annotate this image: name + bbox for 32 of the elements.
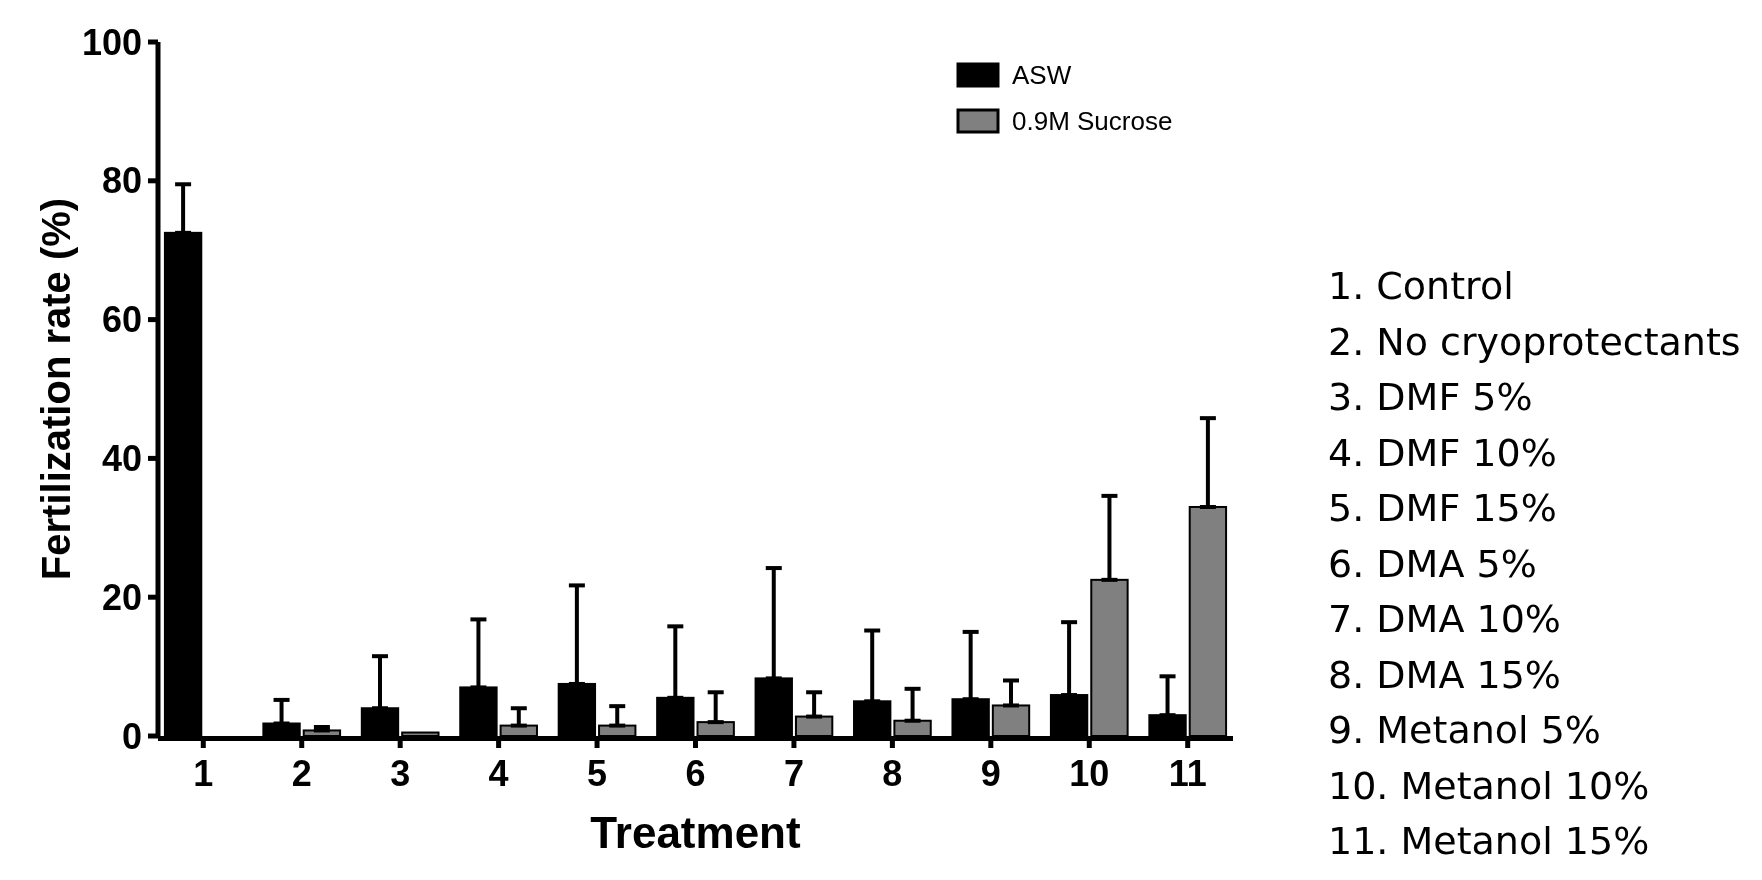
x-tick-label: 1 — [193, 753, 214, 794]
text: 3. DMF 5% — [1328, 375, 1533, 420]
text: 6. DMA 5% — [1328, 541, 1537, 586]
y-tick-label: 0 — [121, 715, 142, 757]
y-axis-title: Fertilization rate (%) — [34, 197, 78, 581]
text: 1. Control — [1328, 264, 1514, 309]
x-tick-label: 9 — [980, 753, 1001, 794]
text: 11. Metanol 15% — [1328, 819, 1650, 864]
y-tick-label: 80 — [101, 160, 142, 202]
x-tick-label: 7 — [783, 753, 804, 794]
text: 2. No cryoprotectants — [1328, 319, 1741, 364]
y-tick-label: 40 — [101, 438, 142, 479]
x-tick-label: 2 — [291, 753, 312, 794]
legend-label: ASW — [1012, 60, 1072, 91]
x-tick-label: 6 — [685, 753, 706, 794]
x-tick-label: 4 — [488, 753, 509, 794]
y-tick-label: 100 — [81, 21, 142, 63]
x-tick-label: 3 — [390, 753, 411, 794]
text: 5. DMF 15% — [1328, 486, 1557, 531]
x-tick-label: 5 — [587, 753, 608, 794]
x-tick-label: 8 — [882, 753, 903, 794]
x-axis-title: Treatment — [590, 808, 801, 857]
y-tick-label: 60 — [101, 299, 142, 341]
text: 7. DMA 10% — [1328, 597, 1561, 642]
y-tick-label: 20 — [101, 576, 142, 618]
x-tick-label: 10 — [1069, 753, 1110, 794]
text: 9. Metanol 5% — [1328, 708, 1601, 753]
text: 8. DMA 15% — [1328, 652, 1561, 697]
x-tick-label: 11 — [1168, 753, 1207, 794]
text: 10. Metanol 10% — [1328, 763, 1650, 808]
legend-label: 0.9M Sucrose — [1012, 106, 1173, 137]
text: 4. DMF 10% — [1328, 430, 1557, 475]
